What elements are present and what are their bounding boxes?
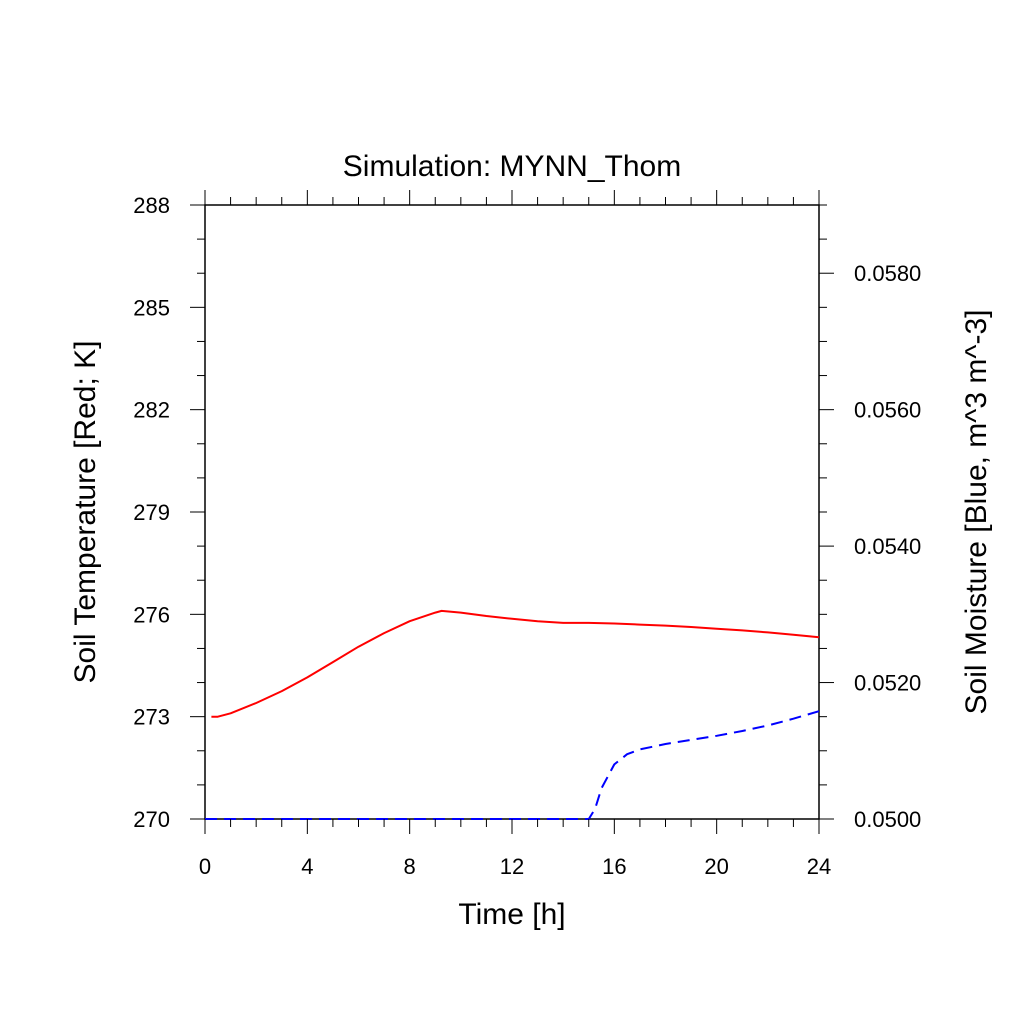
y-left-tick-label: 273 xyxy=(133,705,170,730)
y-right-tick-label: 0.0540 xyxy=(854,534,921,559)
plot-area xyxy=(204,204,820,820)
y-right-tick-label: 0.0560 xyxy=(854,398,921,423)
y-right-tick-label: 0.0520 xyxy=(854,671,921,696)
y-left-tick-label: 288 xyxy=(133,193,170,218)
x-tick-label: 0 xyxy=(199,854,211,879)
y-left-tick-label: 282 xyxy=(133,398,170,423)
y-axis-label-left: Soil Temperature [Red; K] xyxy=(69,341,102,684)
y-axis-label-right: Soil Moisture [Blue, m^3 m^-3] xyxy=(960,310,993,715)
y-left-tick-label: 270 xyxy=(133,807,170,832)
x-tick-label: 20 xyxy=(704,854,728,879)
series-layer xyxy=(205,609,820,820)
x-tick-label: 12 xyxy=(500,854,524,879)
y-left-tick-label: 285 xyxy=(133,295,170,320)
x-tick-label: 16 xyxy=(602,854,626,879)
plot-frame xyxy=(204,204,820,820)
y-left-tick-label: 279 xyxy=(133,500,170,525)
soil-temperature-line xyxy=(211,609,820,718)
axes-layer: 0 4 8 12 16 20 24 270 273 276 279 282 285 288 0.0500 0.… xyxy=(133,190,921,879)
y-right-tick-label: 0.0500 xyxy=(854,807,921,832)
chart-title: Simulation: MYNN_Thom xyxy=(343,150,681,183)
soil-moisture-line xyxy=(205,710,820,820)
x-tick-label: 4 xyxy=(301,854,313,879)
y-left-tick-label: 276 xyxy=(133,602,170,627)
y-right-tick-label: 0.0580 xyxy=(854,261,921,286)
x-tick-label: 8 xyxy=(404,854,416,879)
x-tick-label: 24 xyxy=(807,854,831,879)
x-axis-label: Time [h] xyxy=(458,898,565,931)
